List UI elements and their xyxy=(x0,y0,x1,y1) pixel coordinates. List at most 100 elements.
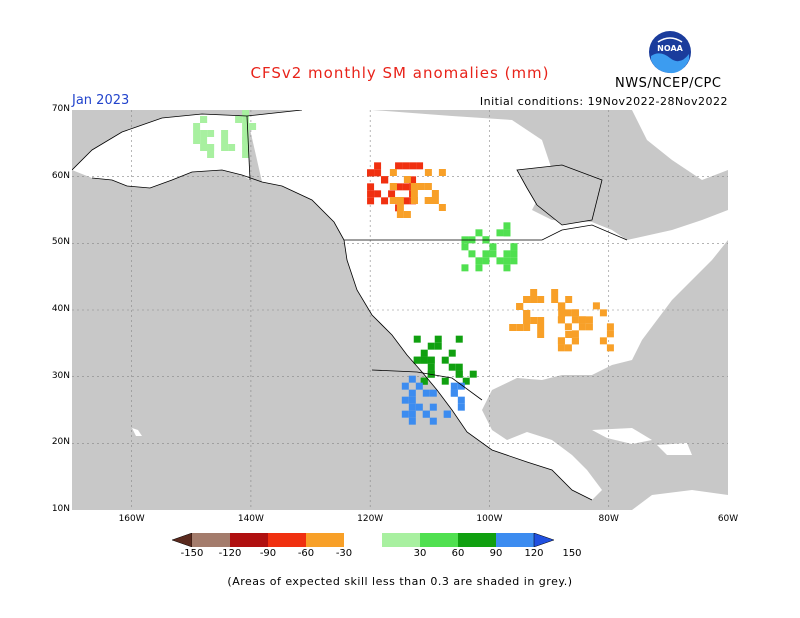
anomaly-cell-alaska-north-wet xyxy=(200,116,208,123)
anomaly-cell-western-canada-dry-ring xyxy=(396,204,404,211)
lat-tick-label: 70N xyxy=(51,104,70,114)
legend-swatch xyxy=(306,533,344,547)
anomaly-cell-western-canada-dry-core xyxy=(409,162,417,170)
anomaly-cell-ohio-valley-dry xyxy=(557,337,565,345)
anomaly-cell-western-canada-dry-ring xyxy=(396,211,404,218)
anomaly-cell-ohio-valley-dry xyxy=(606,323,614,331)
anomaly-cell-southwest-wet xyxy=(455,370,463,378)
anomaly-cell-southwest-wet xyxy=(427,342,435,350)
color-legend xyxy=(172,533,555,547)
anomaly-cell-western-canada-dry-core xyxy=(367,169,375,177)
legend-arrow-left xyxy=(172,533,193,547)
anomaly-cell-western-canada-dry-ring xyxy=(424,183,432,190)
anomaly-cell-canada-prairie-wet xyxy=(461,243,469,251)
anomaly-cell-western-canada-dry-ring xyxy=(431,190,439,197)
anomaly-cell-western-canada-dry-core xyxy=(416,162,424,170)
anomaly-cell-southwest-wet xyxy=(448,349,456,357)
legend-swatch xyxy=(496,533,534,547)
anomaly-cell-canada-prairie-wet xyxy=(489,243,497,251)
anomaly-cell-ohio-valley-dry xyxy=(564,309,572,317)
anomaly-cell-western-canada-dry-ring xyxy=(410,197,418,204)
legend-label: 30 xyxy=(413,548,427,559)
lon-tick-label: 100W xyxy=(476,514,503,524)
anomaly-cell-ohio-valley-dry xyxy=(564,344,572,352)
anomaly-cell-western-canada-dry-ring xyxy=(396,197,404,204)
anomaly-cell-western-canada-dry-ring xyxy=(410,183,418,190)
anomaly-cell-canada-prairie-wet xyxy=(503,250,511,258)
lat-tick-label: 30N xyxy=(51,370,70,381)
legend-swatch xyxy=(192,533,230,547)
anomaly-cell-mexico-pacific-wet xyxy=(408,396,416,404)
anomaly-cell-ohio-valley-dry xyxy=(585,316,593,324)
anomaly-cell-alaska-north-wet xyxy=(235,116,243,123)
anomaly-cell-ohio-valley-dry xyxy=(585,323,593,331)
anomaly-cell-mexico-pacific-wet xyxy=(401,396,409,404)
map-area xyxy=(71,109,728,514)
anomaly-cell-alaska-north-wet xyxy=(249,123,257,130)
land-hispaniola xyxy=(657,443,692,455)
legend-label: -150 xyxy=(180,548,204,559)
anomaly-cell-alaska-north-wet xyxy=(242,137,250,144)
anomaly-cell-ohio-valley-dry xyxy=(557,302,565,310)
anomaly-cell-alaska-north-wet xyxy=(242,151,250,158)
forecast-month: Jan 2023 xyxy=(72,93,130,108)
anomaly-cell-ohio-valley-dry xyxy=(606,330,614,338)
legend-swatch xyxy=(458,533,496,547)
anomaly-cell-western-canada-dry-ring xyxy=(424,169,432,176)
legend-swatch xyxy=(268,533,306,547)
anomaly-cell-western-canada-dry-ring xyxy=(389,169,397,176)
anomaly-cell-midwest-dry xyxy=(537,331,545,338)
anomaly-cell-western-canada-dry-core xyxy=(374,169,382,177)
anomaly-cell-canada-prairie-wet xyxy=(475,257,483,265)
anomaly-cell-alaska-north-wet xyxy=(200,130,208,137)
anomaly-cell-midwest-dry xyxy=(516,303,524,310)
anomaly-cell-southwest-wet xyxy=(413,335,421,343)
anomaly-cell-ohio-valley-dry xyxy=(599,337,607,345)
anomaly-cell-mexico-pacific-wet xyxy=(429,417,437,425)
legend-arrow-right xyxy=(533,533,555,547)
anomaly-cells xyxy=(193,109,614,425)
lat-tick-label: 50N xyxy=(51,237,70,248)
legend-label: 90 xyxy=(489,548,503,559)
anomaly-cell-mexico-pacific-wet xyxy=(422,410,430,418)
anomaly-cell-southwest-wet xyxy=(462,377,470,385)
legend-swatch xyxy=(420,533,458,547)
legend-swatch xyxy=(230,533,268,547)
noaa-logo-icon: NOAA xyxy=(649,31,691,74)
anomaly-cell-mexico-pacific-wet xyxy=(457,403,465,411)
anomaly-cell-midwest-dry xyxy=(523,324,531,331)
anomaly-cell-alaska-north-wet xyxy=(207,144,215,151)
anomaly-cell-canada-prairie-wet xyxy=(496,229,504,237)
land-greenland xyxy=(632,110,728,180)
anomaly-cell-western-canada-dry-ring xyxy=(403,211,411,218)
anomaly-cell-western-canada-dry-core xyxy=(402,162,410,170)
land-north-america xyxy=(247,110,728,500)
anomaly-cell-southwest-wet xyxy=(420,356,428,364)
anomaly-cell-alaska-north-wet xyxy=(242,123,250,130)
anomaly-cell-western-canada-dry-ring xyxy=(438,169,446,176)
anomaly-cell-canada-prairie-wet xyxy=(482,257,490,265)
anomaly-cell-western-canada-dry-core xyxy=(367,197,375,205)
anomaly-cell-mexico-pacific-wet xyxy=(408,389,416,397)
anomaly-cell-mexico-pacific-wet xyxy=(450,382,458,390)
anomaly-cell-canada-prairie-wet xyxy=(475,229,483,237)
coastlines xyxy=(71,109,628,501)
anomaly-cell-midwest-dry xyxy=(530,317,538,324)
anomaly-cell-southwest-wet xyxy=(427,363,435,371)
legend-label: 60 xyxy=(451,548,465,559)
anomaly-cell-ohio-valley-dry xyxy=(578,316,586,324)
anomaly-cell-ohio-valley-dry xyxy=(578,323,586,331)
map-title: CFSv2 monthly SM anomalies (mm) xyxy=(250,64,550,82)
anomaly-cell-midwest-dry xyxy=(530,289,538,296)
anomaly-cell-mexico-pacific-wet xyxy=(408,417,416,425)
legend-label: -90 xyxy=(259,548,277,559)
anomaly-cell-canada-prairie-wet xyxy=(461,264,469,272)
anomaly-cell-western-canada-dry-ring xyxy=(431,197,439,204)
anomaly-cell-ohio-valley-dry xyxy=(557,316,565,324)
anomaly-cell-mexico-pacific-wet xyxy=(415,403,423,411)
anomaly-cell-canada-prairie-wet xyxy=(510,250,518,258)
lat-tick-label: 40N xyxy=(51,304,70,314)
agency-label: NWS/NCEP/CPC xyxy=(615,76,722,91)
anomaly-cell-mexico-pacific-wet xyxy=(408,410,416,418)
lat-tick-label: 20N xyxy=(51,437,70,448)
